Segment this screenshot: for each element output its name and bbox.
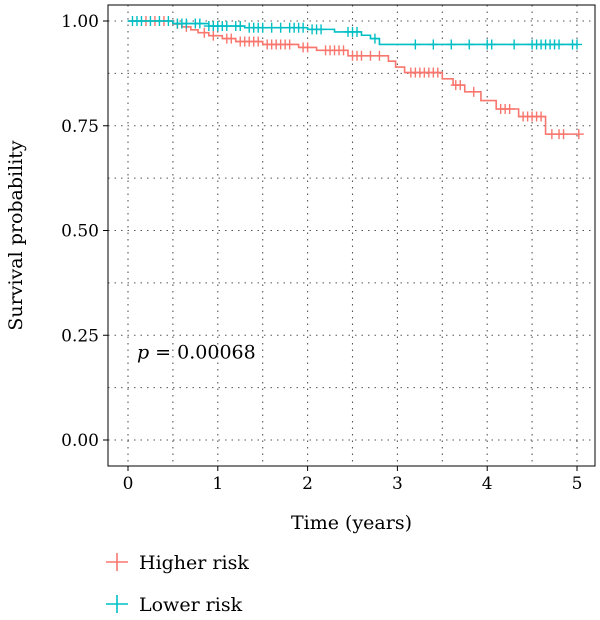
censor-mark: [428, 39, 439, 50]
censor-mark: [468, 86, 479, 97]
censor-mark: [558, 129, 569, 140]
censor-mark: [298, 22, 309, 33]
legend-item-higher-risk: Higher risk: [106, 552, 249, 574]
censor-mark: [374, 50, 385, 61]
legend: Higher risk Lower risk: [106, 552, 249, 616]
p-symbol: p: [137, 341, 149, 363]
censor-mark: [446, 39, 457, 50]
series-layer: [127, 16, 584, 140]
censor-mark: [194, 18, 205, 29]
y-tick-label: 1.00: [61, 12, 99, 32]
censor-mark: [136, 16, 147, 26]
censor-mark: [284, 39, 295, 50]
survival-curve-line: [128, 20, 577, 135]
y-axis-title: Survival probability: [5, 140, 27, 331]
censor-mark: [554, 39, 565, 50]
censor-mark: [365, 50, 376, 61]
censor-mark: [275, 22, 286, 33]
censor-mark: [572, 39, 582, 50]
y-tick-label: 0.25: [61, 326, 99, 346]
censor-mark: [208, 30, 219, 41]
censor-mark: [316, 24, 327, 35]
x-tick-label: 0: [123, 474, 134, 494]
x-tick-label: 2: [302, 474, 313, 494]
censor-mark: [369, 33, 380, 44]
x-axis-title: Time (years): [291, 512, 412, 534]
censor-mark: [302, 42, 313, 53]
censor-mark: [338, 45, 349, 56]
censor-mark: [257, 22, 268, 33]
censor-mark: [235, 21, 246, 32]
censor-mark: [573, 129, 584, 140]
plot-frame: [107, 4, 596, 467]
censor-mark: [455, 80, 466, 91]
censor-mark: [266, 22, 277, 33]
censor-mark: [509, 39, 520, 50]
p-value-annotation: p = 0.00068: [137, 341, 256, 363]
censor-mark: [199, 27, 210, 38]
censor-mark: [410, 39, 421, 50]
censor-mark: [226, 33, 237, 44]
p-value: = 0.00068: [149, 341, 256, 363]
censor-mark: [181, 18, 192, 29]
censor-mark: [486, 39, 497, 50]
censor-mark: [253, 36, 264, 47]
legend-label: Lower risk: [139, 594, 243, 616]
legend-item-lower-risk: Lower risk: [106, 594, 243, 616]
legend-label: Higher risk: [139, 552, 249, 574]
x-tick-label: 4: [482, 474, 493, 494]
y-tick-label: 0.00: [61, 431, 99, 451]
axes: 0 1 2 3 4 5 0.00 0.25 0.50 0.75 1.00: [61, 12, 582, 494]
y-tick-label: 0.75: [61, 117, 99, 137]
grid: [108, 5, 595, 466]
x-tick-label: 1: [212, 474, 223, 494]
censor-mark: [163, 16, 174, 26]
censor-mark: [145, 16, 156, 26]
series-lower-risk: [127, 16, 582, 50]
censor-mark: [351, 26, 362, 37]
x-tick-label: 5: [572, 474, 583, 494]
censor-mark: [504, 103, 515, 114]
censor-mark: [154, 16, 165, 26]
censor-mark: [221, 21, 232, 32]
censor-mark: [536, 111, 547, 122]
censor-mark: [356, 50, 367, 61]
censor-mark: [464, 39, 475, 50]
x-tick-label: 3: [392, 474, 403, 494]
censor-mark: [432, 67, 443, 78]
series-higher-risk: [128, 16, 584, 140]
y-tick-label: 0.50: [61, 222, 99, 242]
